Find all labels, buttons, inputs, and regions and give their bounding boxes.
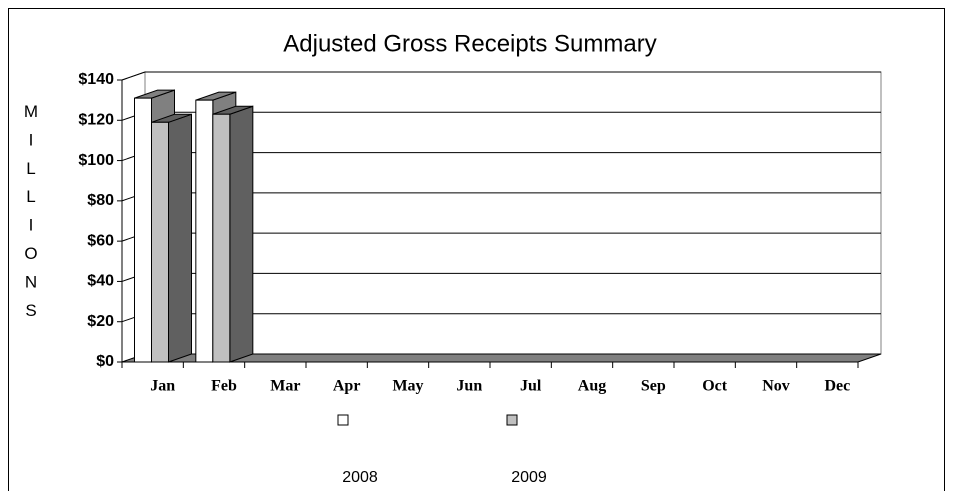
- legend-label: 2009: [511, 469, 547, 486]
- bar: [212, 105, 254, 363]
- back-wall: [144, 71, 882, 355]
- legend-swatch: [506, 414, 518, 426]
- bar-front: [151, 121, 169, 363]
- grid-line: [121, 71, 146, 81]
- y-tick-label: $100: [78, 152, 114, 169]
- chart-title: Adjusted Gross Receipts Summary: [283, 30, 656, 57]
- y-tick-label: $60: [87, 232, 114, 249]
- bar-front: [134, 97, 152, 363]
- bar-front: [212, 113, 231, 363]
- y-tick-label: $80: [87, 192, 114, 209]
- bar: [151, 113, 192, 363]
- bar-front: [195, 99, 214, 363]
- x-tick-label: Apr: [333, 378, 361, 395]
- x-tick-label: Aug: [578, 378, 606, 395]
- y-tick-label: $20: [87, 313, 114, 330]
- x-tick-label: Jun: [456, 378, 482, 395]
- x-tick-label: Mar: [270, 378, 300, 395]
- y-tick-label: $120: [78, 112, 114, 129]
- legend-swatch: [337, 414, 349, 426]
- x-tick-label: Nov: [762, 378, 790, 395]
- x-tick-label: Dec: [824, 378, 850, 395]
- legend-label: 2008: [342, 469, 378, 486]
- x-tick-label: Oct: [702, 378, 728, 395]
- x-tick-label: Jan: [150, 378, 175, 395]
- x-tick-label: Jul: [520, 378, 542, 395]
- bar-side: [229, 105, 254, 363]
- x-tick-label: May: [392, 378, 423, 395]
- x-tick-label: Sep: [641, 378, 666, 395]
- y-tick-label: $140: [78, 71, 114, 88]
- y-tick-label: $40: [87, 273, 114, 290]
- y-tick-label: $0: [96, 353, 114, 370]
- x-tick-label: Feb: [211, 378, 237, 395]
- bar-side: [168, 113, 192, 363]
